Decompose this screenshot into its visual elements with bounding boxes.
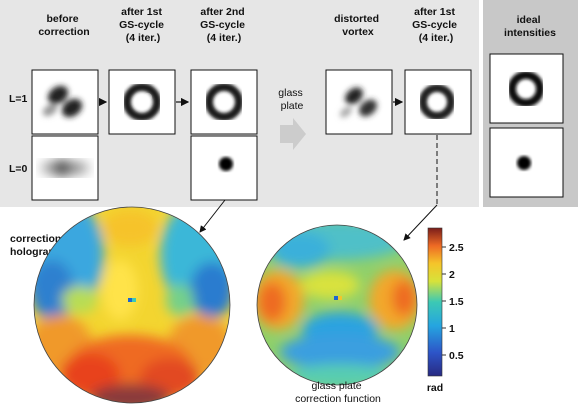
- header-before-correction: before correction: [38, 13, 89, 38]
- colorbar-unit: rad: [427, 382, 443, 394]
- header-distorted-vortex: distorted vortex: [334, 13, 382, 38]
- header-after-2nd-gs-cycle: after 2nd GS-cycle (4 iter.): [200, 6, 248, 44]
- colorbar-tick-label: 2.5: [449, 242, 464, 254]
- header-ideal-intensities: ideal intensities: [504, 14, 556, 39]
- glass-plate-hologram: [257, 225, 417, 385]
- arrow-to-glass-correction: [403, 204, 438, 241]
- arrow-to-correction-hologram: [199, 199, 226, 233]
- colorbar: [427, 227, 443, 377]
- colorbar-ticks: [442, 246, 446, 356]
- glass-plate-arrow: [280, 118, 306, 150]
- colorbar-tick-label: 0.5: [449, 350, 464, 362]
- panel-ideal-ring: [489, 53, 564, 124]
- colorbar-tick-label: 2: [449, 269, 455, 281]
- header-after-1st-gs-cycle-glass: after 1st GS-cycle (4 iter.): [412, 6, 460, 44]
- colorbar-tick-label: 1: [449, 323, 455, 335]
- glass-plate-caption: glass plate correction function: [295, 380, 381, 405]
- glass-plate-label: glass plate: [278, 87, 305, 112]
- panel-after-1st-glass: [404, 69, 472, 135]
- glass-plate-hologram-border: [256, 224, 418, 386]
- correction-hologram: [34, 207, 230, 403]
- colorbar-tick-label: 1.5: [449, 296, 464, 308]
- panel-after-1st-l1: [108, 69, 176, 135]
- row-label-l1: L=1: [9, 93, 28, 105]
- row-label-l0: L=0: [9, 163, 28, 175]
- panel-distorted-vortex: [325, 69, 393, 135]
- panel-before-correction-l0: [31, 135, 99, 201]
- correction-hologram-border: [33, 206, 231, 404]
- panel-after-2nd-l1: [190, 69, 258, 135]
- panel-after-2nd-l0: [190, 135, 258, 201]
- panel-before-correction-l1: [31, 69, 99, 135]
- panel-ideal-spot: [489, 127, 564, 198]
- header-after-1st-gs-cycle: after 1st GS-cycle (4 iter.): [119, 6, 167, 44]
